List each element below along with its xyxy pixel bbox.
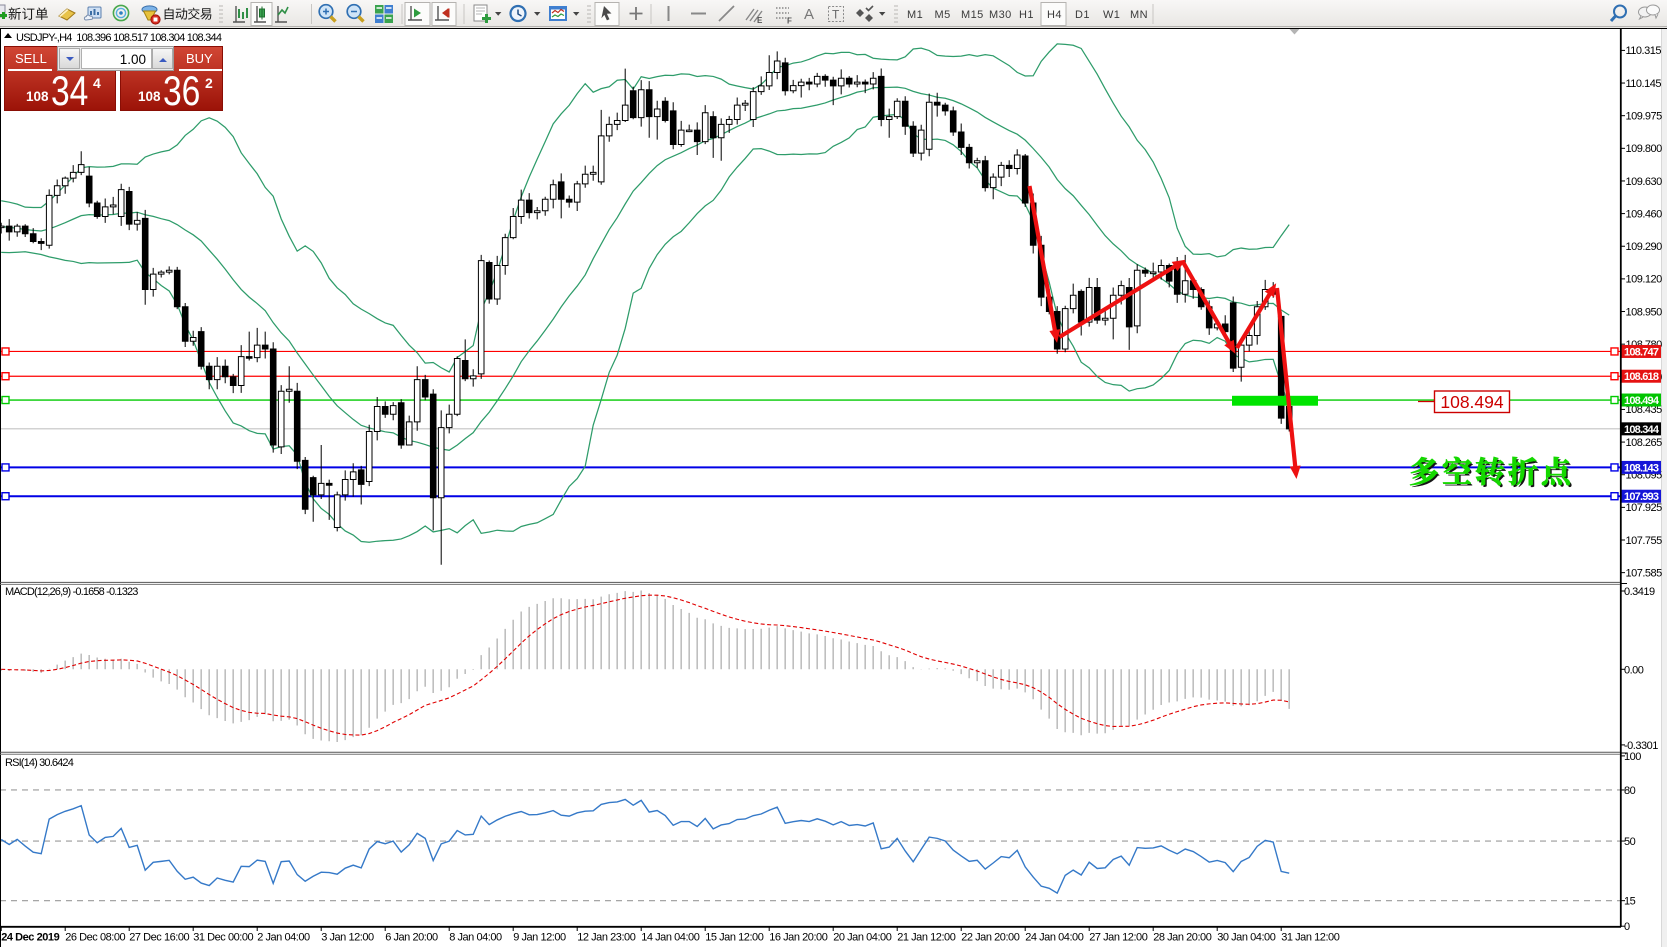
svg-text:M1: M1 — [907, 9, 923, 21]
svg-text:M30: M30 — [989, 9, 1012, 21]
svg-text:108.143: 108.143 — [1624, 462, 1659, 474]
svg-text:9 Jan 12:00: 9 Jan 12:00 — [513, 932, 566, 944]
svg-text:3 Jan 12:00: 3 Jan 12:00 — [321, 932, 374, 944]
svg-text:MN: MN — [1130, 9, 1148, 21]
svg-text:-0.3301: -0.3301 — [1624, 740, 1658, 752]
svg-text:30 Jan 04:00: 30 Jan 04:00 — [1217, 932, 1276, 944]
svg-text:31 Dec 00:00: 31 Dec 00:00 — [193, 932, 253, 944]
svg-text:24 Jan 04:00: 24 Jan 04:00 — [1025, 932, 1084, 944]
svg-text:108.265: 108.265 — [1626, 437, 1663, 449]
svg-text:26 Dec 08:00: 26 Dec 08:00 — [65, 932, 125, 944]
svg-text:109.975: 109.975 — [1626, 110, 1663, 122]
svg-text:0: 0 — [1624, 921, 1630, 933]
svg-text:22 Jan 20:00: 22 Jan 20:00 — [961, 932, 1020, 944]
svg-text:W1: W1 — [1103, 9, 1120, 21]
svg-text:15: 15 — [1624, 896, 1636, 908]
svg-text:RSI(14) 30.6424: RSI(14) 30.6424 — [5, 757, 74, 769]
svg-text:E: E — [757, 16, 763, 25]
svg-text:109.460: 109.460 — [1626, 208, 1663, 220]
svg-text:109.290: 109.290 — [1626, 241, 1663, 253]
svg-text:107.993: 107.993 — [1624, 491, 1659, 503]
svg-text:108.494: 108.494 — [1440, 392, 1504, 412]
svg-text:28 Jan 20:00: 28 Jan 20:00 — [1153, 932, 1212, 944]
svg-text:109.630: 109.630 — [1626, 176, 1663, 188]
svg-text:24 Dec 2019: 24 Dec 2019 — [1, 932, 59, 944]
svg-text:MACD(12,26,9) -0.1658 -0.1323: MACD(12,26,9) -0.1658 -0.1323 — [5, 586, 138, 598]
svg-text:T: T — [832, 8, 840, 22]
svg-text:6 Jan 20:00: 6 Jan 20:00 — [385, 932, 438, 944]
svg-text:20 Jan 04:00: 20 Jan 04:00 — [833, 932, 892, 944]
svg-text:107.585: 107.585 — [1626, 567, 1663, 579]
svg-text:M5: M5 — [935, 9, 951, 21]
svg-text:15 Jan 12:00: 15 Jan 12:00 — [705, 932, 764, 944]
svg-text:0.3419: 0.3419 — [1624, 586, 1655, 598]
svg-text:27 Jan 12:00: 27 Jan 12:00 — [1089, 932, 1148, 944]
svg-text:109.120: 109.120 — [1626, 274, 1663, 286]
svg-text:H1: H1 — [1019, 9, 1034, 21]
svg-text:110.315: 110.315 — [1626, 45, 1662, 57]
svg-text:107.755: 107.755 — [1626, 535, 1663, 547]
svg-text:H4: H4 — [1047, 9, 1062, 21]
svg-text:108.618: 108.618 — [1624, 371, 1659, 383]
svg-text:8 Jan 04:00: 8 Jan 04:00 — [449, 932, 502, 944]
svg-text:F: F — [787, 17, 792, 26]
svg-text:21 Jan 12:00: 21 Jan 12:00 — [897, 932, 956, 944]
svg-text:110.145: 110.145 — [1626, 78, 1662, 90]
svg-text:D1: D1 — [1075, 9, 1090, 21]
svg-text:80: 80 — [1624, 785, 1636, 797]
svg-text:109.800: 109.800 — [1626, 143, 1663, 155]
svg-text:108.950: 108.950 — [1626, 306, 1663, 318]
svg-text:27 Dec 16:00: 27 Dec 16:00 — [129, 932, 189, 944]
svg-text:107.925: 107.925 — [1626, 502, 1663, 514]
svg-text:108.435: 108.435 — [1626, 404, 1663, 416]
svg-text:108.344: 108.344 — [1624, 424, 1660, 436]
svg-text:108.494: 108.494 — [1624, 395, 1660, 407]
svg-text:0.00: 0.00 — [1624, 664, 1644, 676]
svg-text:50: 50 — [1624, 836, 1636, 848]
svg-text:108.747: 108.747 — [1624, 346, 1659, 358]
svg-text:2 Jan 04:00: 2 Jan 04:00 — [257, 932, 310, 944]
svg-text:14 Jan 04:00: 14 Jan 04:00 — [641, 932, 700, 944]
svg-text:31 Jan 12:00: 31 Jan 12:00 — [1281, 932, 1340, 944]
svg-text:100: 100 — [1624, 751, 1641, 763]
svg-text:A: A — [804, 6, 814, 23]
svg-text:16 Jan 20:00: 16 Jan 20:00 — [769, 932, 828, 944]
svg-text:12 Jan 23:00: 12 Jan 23:00 — [577, 932, 636, 944]
svg-text:M15: M15 — [961, 9, 984, 21]
